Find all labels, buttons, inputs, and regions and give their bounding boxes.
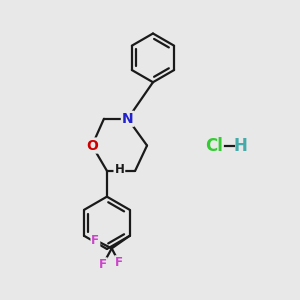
Text: N: N xyxy=(122,112,134,126)
Text: H: H xyxy=(234,136,248,154)
Text: H: H xyxy=(114,163,124,176)
Text: F: F xyxy=(115,256,123,269)
Text: O: O xyxy=(86,139,98,152)
Text: F: F xyxy=(99,258,107,271)
Text: F: F xyxy=(92,234,99,247)
Text: Cl: Cl xyxy=(205,136,223,154)
